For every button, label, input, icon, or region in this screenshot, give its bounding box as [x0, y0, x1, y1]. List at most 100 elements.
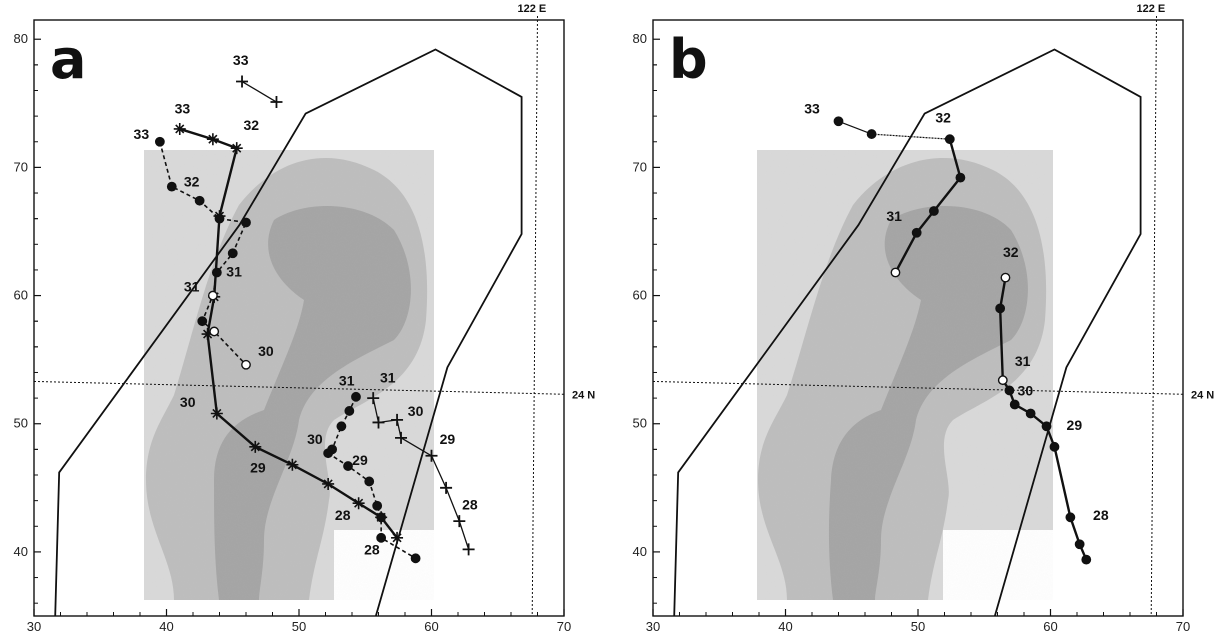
- track-point: [286, 458, 299, 471]
- track-point: [376, 512, 387, 523]
- track-point: [1000, 272, 1011, 283]
- track-point: [344, 406, 355, 416]
- day-label: 29: [1067, 417, 1083, 433]
- boundary-line: [54, 48, 523, 617]
- day-label: 30: [1018, 383, 1034, 399]
- boundary-polygon: [54, 48, 523, 617]
- track-point: [249, 440, 262, 453]
- track-point: [194, 195, 205, 206]
- track-point: [322, 477, 335, 490]
- track-point: [270, 96, 283, 109]
- panel-letter-b: b: [669, 28, 708, 91]
- day-label: 32: [1003, 244, 1019, 260]
- day-label: 31: [226, 263, 242, 279]
- track-b-lower: [995, 272, 1092, 565]
- longitude-label: 122 E: [1137, 3, 1166, 15]
- reference-lines: 24 N 122 E: [652, 3, 1214, 617]
- track-segment: [948, 138, 962, 178]
- day-label: 30: [180, 394, 196, 410]
- track-point: [944, 134, 955, 145]
- day-label: 32: [184, 174, 200, 190]
- track-point: [440, 481, 453, 494]
- track-segment: [932, 176, 962, 212]
- day-label: 33: [804, 101, 820, 117]
- track-point: [1009, 399, 1020, 410]
- track-b-upper: [833, 116, 966, 278]
- day-label: 30: [408, 403, 424, 419]
- track-point: [1081, 554, 1092, 565]
- track-point: [173, 122, 186, 135]
- x-tick-label: 40: [159, 619, 173, 634]
- x-tick-label: 60: [1043, 619, 1057, 634]
- longitude-label: 122 E: [518, 3, 547, 15]
- track-point: [833, 116, 844, 127]
- reference-lines: 24 N 122 E: [33, 3, 595, 617]
- boundary-line: [673, 48, 1142, 617]
- track-point: [351, 391, 361, 402]
- day-label: 29: [352, 452, 368, 468]
- y-tick-label: 80: [633, 31, 647, 46]
- track-filled-dashed-lower: [323, 391, 421, 564]
- day-label: 28: [364, 541, 380, 557]
- track-segment: [894, 232, 918, 274]
- track-point: [367, 392, 380, 405]
- track-plus-top: [236, 75, 283, 109]
- longitude-line: [531, 15, 538, 617]
- track-point: [352, 497, 365, 510]
- track-point: [241, 359, 251, 370]
- track-point: [241, 217, 251, 228]
- track-point: [210, 407, 223, 420]
- track-point: [227, 248, 238, 259]
- y-tick-label: 50: [14, 416, 28, 431]
- track-point: [928, 206, 939, 216]
- y-tick-label: 50: [633, 416, 647, 431]
- track-point: [1065, 512, 1076, 523]
- track-point: [214, 213, 225, 224]
- track-point: [391, 413, 404, 426]
- texture-overlay: [757, 150, 1053, 600]
- y-tick-label: 40: [633, 544, 647, 559]
- track-point: [211, 267, 222, 278]
- track-line: [241, 80, 277, 103]
- tracks: [154, 75, 475, 564]
- x-tick-label: 50: [292, 619, 306, 634]
- x-tick-label: 60: [424, 619, 438, 634]
- x-tick-label: 70: [557, 619, 571, 634]
- track-point: [955, 172, 966, 183]
- track-point: [890, 267, 901, 278]
- track-labels: 33 33 33 32 32 31 31 30 30 31 31 30 30 29 29 29 28 28 28: [134, 52, 478, 558]
- track-point: [866, 129, 877, 139]
- day-label: 30: [258, 343, 274, 359]
- y-tick-label: 70: [14, 159, 28, 174]
- day-label: 29: [440, 431, 456, 447]
- track-point: [1004, 385, 1015, 396]
- track-point: [323, 448, 334, 459]
- latitude-label: 24 N: [1191, 389, 1214, 401]
- y-tick-label: 60: [14, 288, 28, 303]
- latitude-label: 24 N: [572, 389, 595, 401]
- x-tick-label: 30: [27, 619, 41, 634]
- track-point: [343, 461, 353, 471]
- track-point: [997, 375, 1008, 386]
- track-segment: [838, 120, 872, 135]
- track-point: [209, 326, 220, 337]
- x-tick-label: 70: [1176, 619, 1190, 634]
- track-point: [372, 500, 383, 511]
- day-label: 33: [175, 101, 191, 117]
- latitude-line: [652, 380, 1184, 395]
- x-tick-label: 30: [646, 619, 660, 634]
- day-label: 33: [134, 126, 150, 142]
- track-labels: 33 32 31 32 31 30 29 28: [804, 101, 1109, 523]
- track-point: [207, 290, 218, 301]
- axes-frame: 30 40 50 60 70 40 50 60 70 80: [633, 19, 1190, 634]
- x-tick-label: 40: [778, 619, 792, 634]
- track-point: [372, 416, 385, 429]
- panel-letter-a: a: [50, 28, 86, 91]
- track-point: [206, 133, 219, 146]
- track-point: [197, 316, 208, 327]
- x-tick-label: 50: [911, 619, 925, 634]
- tracks: [833, 116, 1092, 565]
- day-label: 28: [335, 507, 351, 523]
